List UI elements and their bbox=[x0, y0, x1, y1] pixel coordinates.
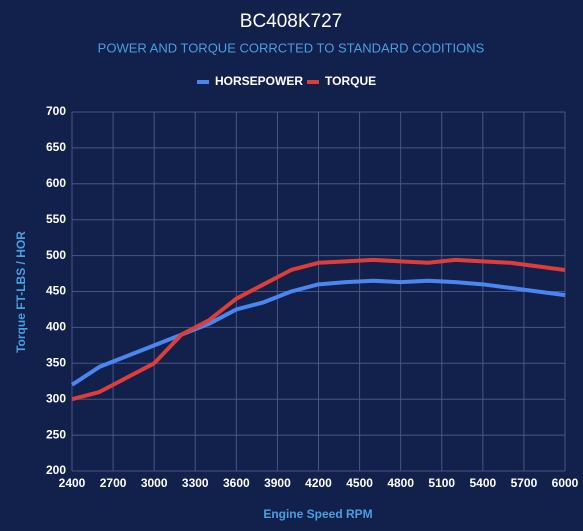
chart-title: BC408K727 bbox=[240, 11, 342, 32]
x-tick-label: 2700 bbox=[100, 476, 127, 490]
y-tick-label: 200 bbox=[46, 463, 66, 477]
legend-label: HORSEPOWER bbox=[215, 74, 303, 88]
x-tick-label: 3600 bbox=[223, 476, 250, 490]
x-tick-label: 3900 bbox=[264, 476, 291, 490]
legend-label: TORQUE bbox=[325, 74, 376, 88]
x-tick-label: 4200 bbox=[305, 476, 332, 490]
x-tick-label: 2400 bbox=[59, 476, 86, 490]
x-tick-label: 5700 bbox=[511, 476, 538, 490]
y-tick-label: 450 bbox=[46, 284, 66, 298]
x-tick-label: 5100 bbox=[428, 476, 455, 490]
y-tick-label: 600 bbox=[46, 176, 66, 190]
y-tick-label: 350 bbox=[46, 355, 66, 369]
series-line bbox=[70, 278, 566, 387]
x-tick-label: 5400 bbox=[469, 476, 496, 490]
y-tick-label: 550 bbox=[46, 212, 66, 226]
y-axis-label: Torque FT-LBS / HOR bbox=[14, 231, 28, 353]
y-tick-label: 500 bbox=[46, 248, 66, 262]
series-line bbox=[71, 257, 566, 402]
x-tick-label: 4800 bbox=[387, 476, 414, 490]
x-axis-label: Engine Speed RPM bbox=[263, 507, 372, 521]
x-tick-label: 4500 bbox=[346, 476, 373, 490]
x-tick-label: 6000 bbox=[552, 476, 579, 490]
y-tick-label: 700 bbox=[46, 104, 66, 118]
x-tick-label: 3000 bbox=[141, 476, 168, 490]
y-tick-label: 650 bbox=[46, 140, 66, 154]
x-tick-label: 3300 bbox=[182, 476, 209, 490]
y-tick-label: 400 bbox=[46, 320, 66, 334]
y-tick-label: 250 bbox=[46, 427, 66, 441]
chart-subtitle: POWER AND TORQUE CORRCTED TO STANDARD CO… bbox=[98, 40, 485, 55]
y-tick-label: 300 bbox=[46, 391, 66, 405]
